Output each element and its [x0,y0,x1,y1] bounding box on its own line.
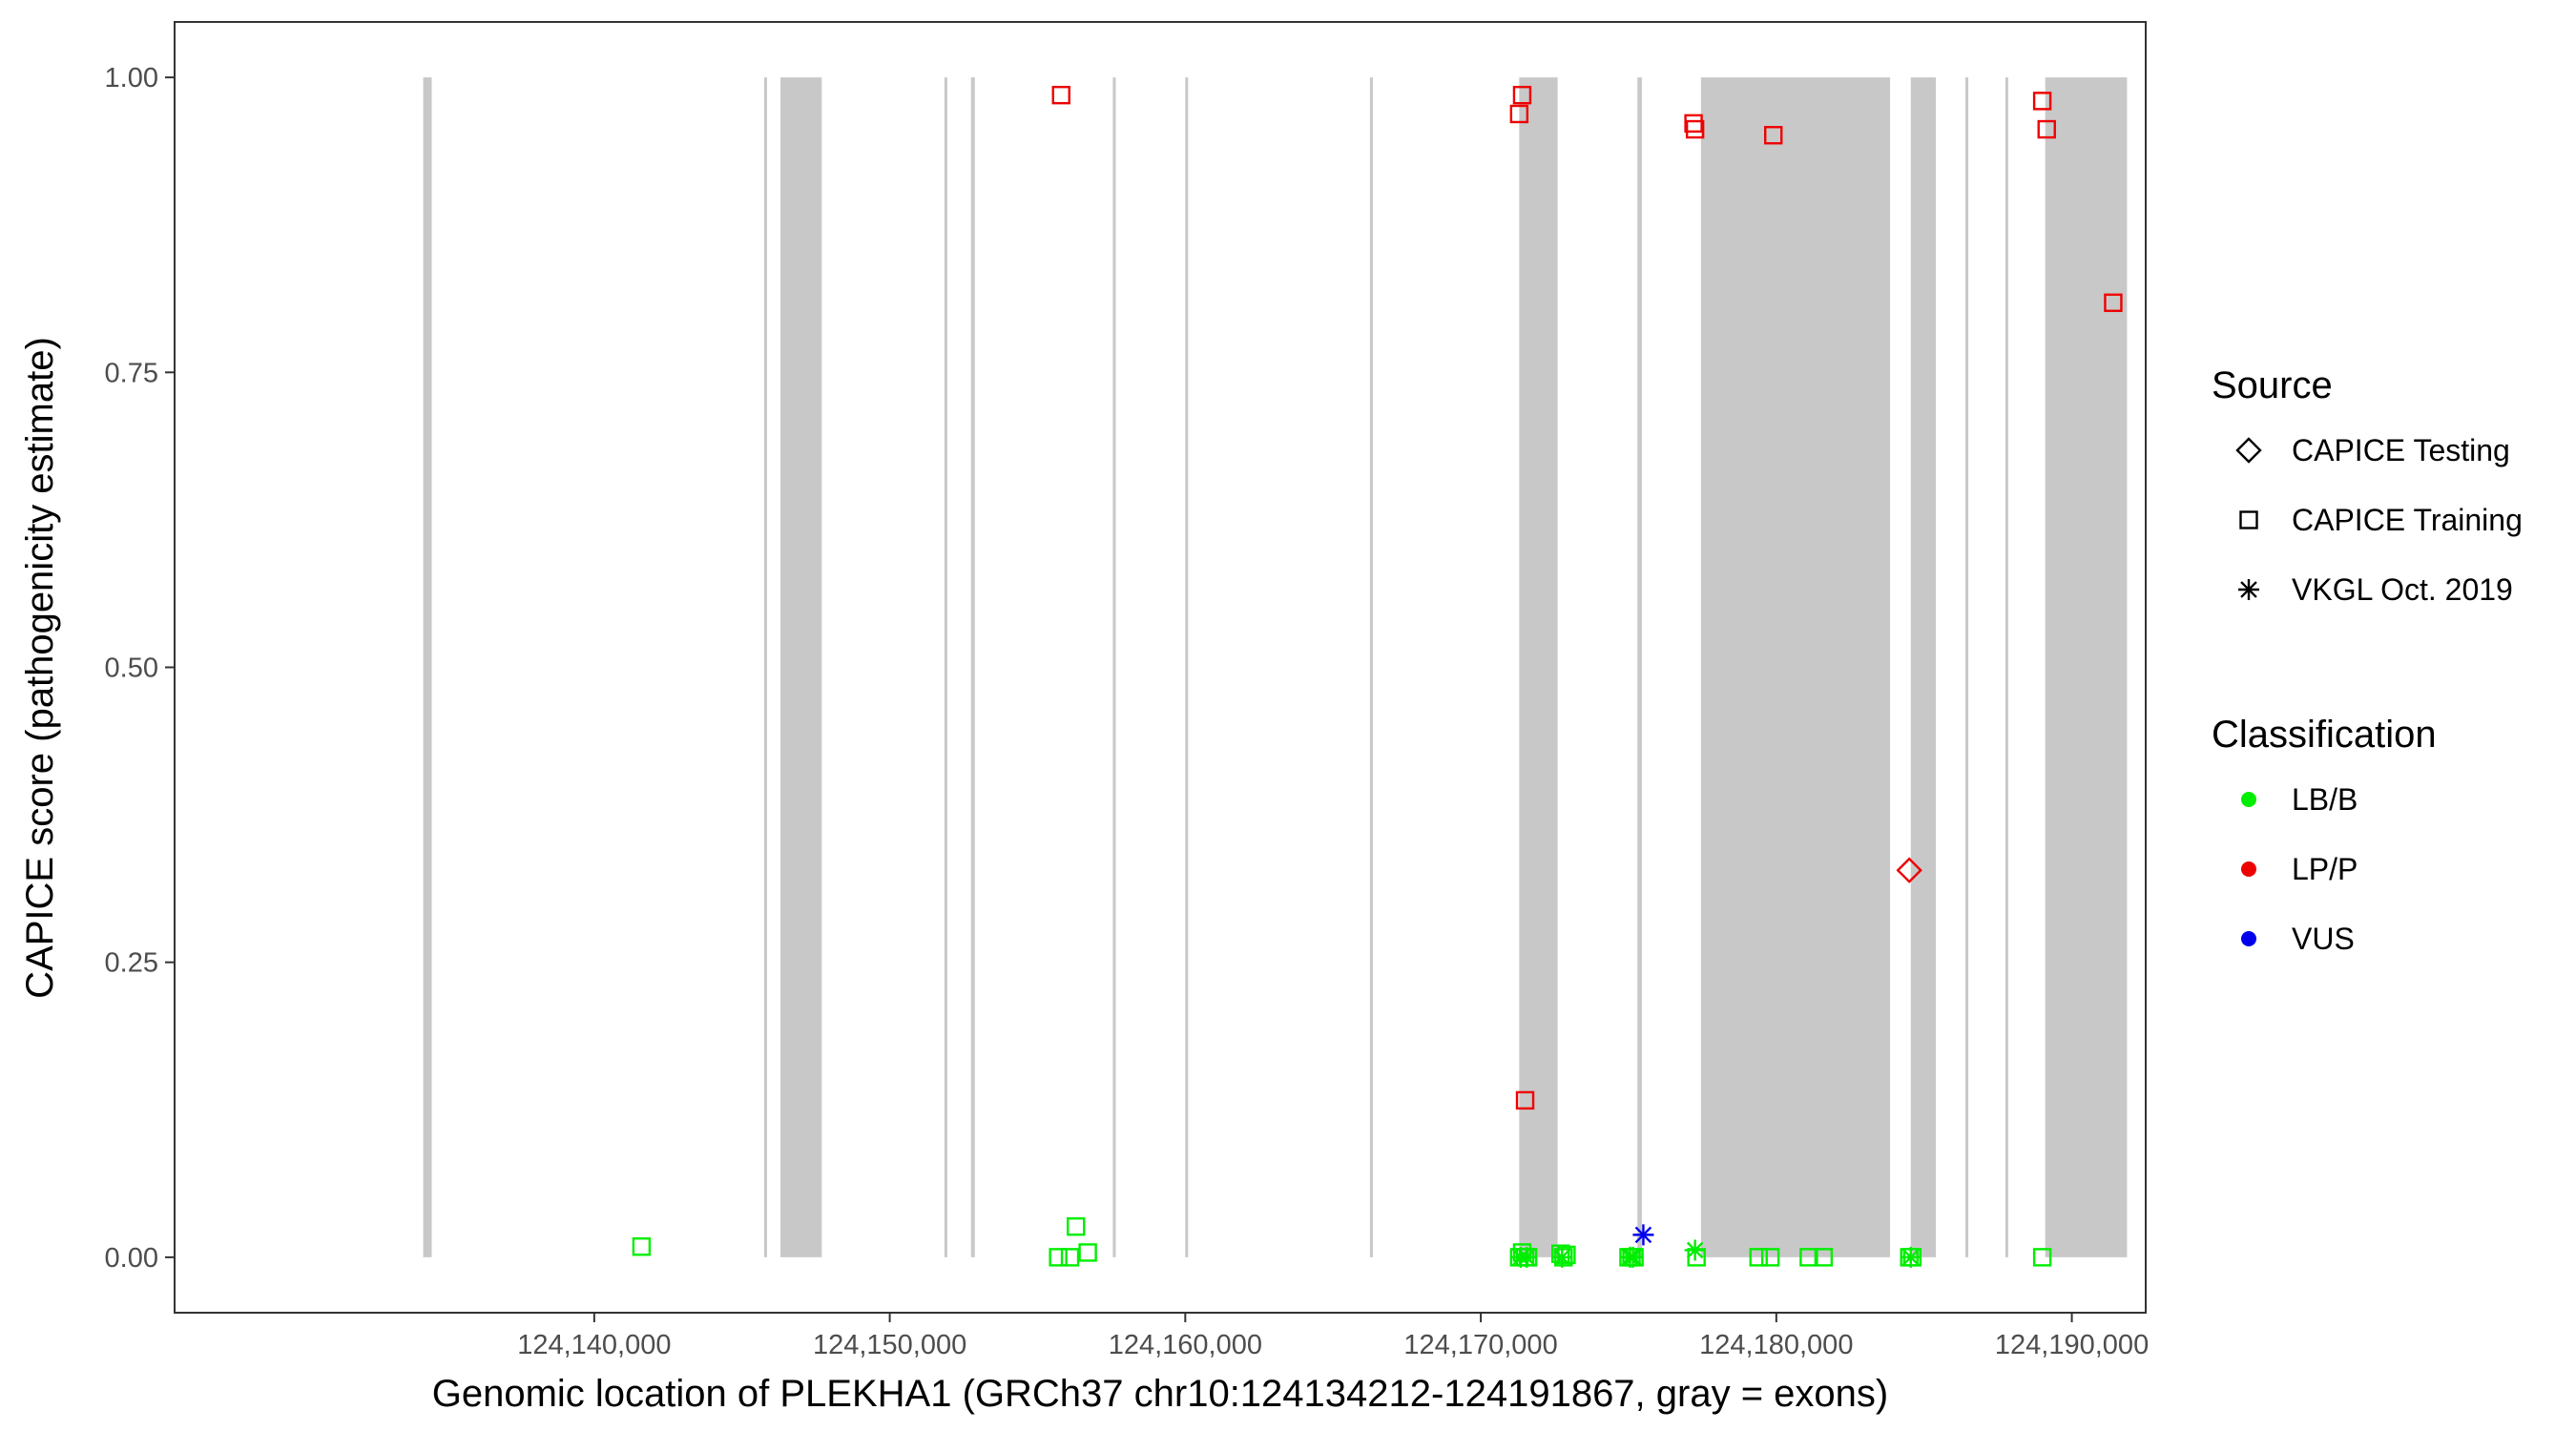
data-point [1067,1217,1086,1236]
exon-band [1112,77,1116,1257]
data-point [2032,1248,2052,1267]
data-point [1509,104,1529,124]
exon-band [944,77,947,1257]
exon-band [1369,77,1373,1257]
x-tick-label: 124,190,000 [1995,1330,2149,1360]
data-point [1764,126,1783,145]
x-tick-label: 124,150,000 [813,1330,966,1360]
exon-band [1965,77,1969,1257]
x-axis: 124,140,000 124,150,000 124,160,000 124,170… [517,1313,2149,1360]
legend-title-classification: Classification [2212,714,2437,756]
data-point [1516,1246,1538,1268]
x-tick-label: 124,180,000 [1699,1330,1853,1360]
data-point [1749,1248,1768,1267]
legend-key-diamond [2235,437,2262,464]
data-point [1078,1243,1097,1262]
y-axis-title: CAPICE score (pathogenicity estimate) [19,337,61,999]
legend-label: VKGL Oct. 2019 [2292,572,2513,607]
exon-band [970,77,975,1257]
exon-band [1910,77,1937,1257]
y-tick-label: 0.00 [105,1243,158,1274]
data-point [1684,114,1703,134]
x-tick-label: 124,170,000 [1403,1330,1557,1360]
data-point [1896,857,1922,883]
data-point [1684,1239,1706,1261]
data-point [2032,92,2052,111]
data-point [1799,1248,1818,1267]
data-point [1622,1246,1644,1268]
data-point [1632,1224,1654,1246]
data-point [1051,85,1070,105]
y-tick-label: 1.00 [105,63,158,93]
legend-key-dot [2241,861,2256,877]
y-tick-label: 0.75 [105,358,158,388]
x-tick-label: 124,140,000 [517,1330,671,1360]
legend-key-asterisk [2238,579,2259,600]
exon-band [1637,77,1642,1257]
data-point [1900,1246,1922,1268]
legend-label: VUS [2292,922,2355,956]
data-point [2037,119,2056,139]
data-point [1551,1244,1570,1263]
data-point [1049,1248,1068,1267]
legend-label: LB/B [2292,782,2358,817]
legend-classification-items: LB/B LP/P VUS [2241,782,2358,956]
exon-band [423,77,432,1257]
y-axis: 0.00 0.25 0.50 0.75 1.00 [105,63,175,1274]
legend-label: CAPICE Testing [2292,433,2510,467]
legend-title-source: Source [2212,364,2333,406]
y-tick-label: 0.25 [105,948,158,979]
data-point [1760,1248,1780,1267]
data-point [2104,293,2123,313]
legend-key-dot [2241,931,2256,946]
legend-label: LP/P [2292,852,2358,886]
exon-bands [423,77,2128,1257]
data-point [1685,119,1705,139]
legend-source-items: CAPICE Testing CAPICE Training VKGL Oct. 2… [2235,433,2523,607]
exon-band [779,77,822,1257]
exon-band [2045,77,2128,1257]
data-point [1060,1248,1080,1267]
x-tick-label: 124,160,000 [1109,1330,1262,1360]
data-points [632,85,2123,1268]
exon-band [763,77,767,1257]
data-point [632,1237,652,1256]
data-point [1515,1090,1535,1110]
legend-key-dot [2241,792,2256,807]
legend-label: CAPICE Training [2292,503,2523,537]
x-axis-title: Genomic location of PLEKHA1 (GRCh37 chr1… [432,1373,1889,1415]
exon-band [1519,77,1558,1257]
data-point [1551,1246,1573,1268]
data-point [1512,85,1532,105]
exon-band [2005,77,2008,1257]
exon-band [1185,77,1189,1257]
y-tick-label: 0.50 [105,653,158,684]
data-point [1814,1248,1834,1267]
legend-key-square [2239,510,2258,529]
legend: Source CAPICE Testing CAPICE Training VKGL… [2212,364,2523,956]
exon-band [1700,77,1891,1257]
